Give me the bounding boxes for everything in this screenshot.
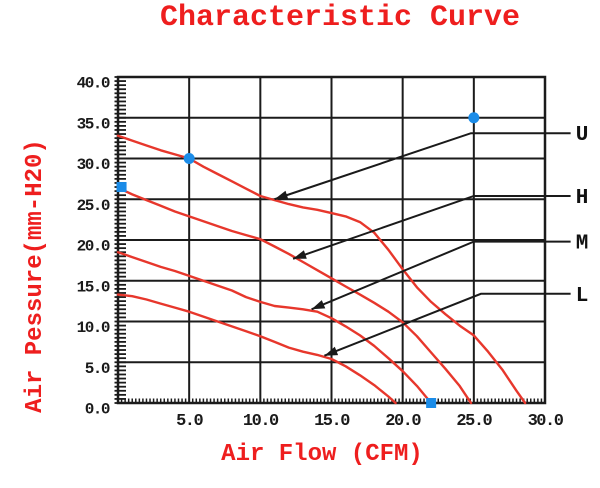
- x-tick-label: 30.0: [528, 412, 564, 431]
- curve-H: [116, 186, 473, 405]
- series-label-U: U: [576, 124, 589, 147]
- x-tick-label: 5.0: [176, 412, 203, 431]
- callout-arrow-icon-L: [324, 346, 339, 356]
- y-tick-label: 40.0: [77, 75, 110, 93]
- callout-line-H: [292, 194, 571, 260]
- marker-circle-icon: [468, 112, 480, 124]
- curve-L: [116, 293, 397, 405]
- x-tick-label: 15.0: [314, 412, 350, 431]
- callout-line-U: [274, 132, 571, 201]
- x-axis-title: Air Flow (CFM): [221, 441, 423, 468]
- callout-arrow-icon-H: [293, 250, 307, 259]
- callout-arrow-icon-M: [311, 300, 326, 310]
- callout-arrow-icon-U: [274, 190, 289, 200]
- y-tick-label: 35.0: [77, 115, 110, 133]
- y-tick-label: 20.0: [77, 238, 110, 256]
- series-label-M: M: [576, 233, 589, 256]
- series-label-H: H: [576, 187, 589, 210]
- x-tick-label: 10.0: [243, 412, 279, 431]
- marker-square-icon: [116, 182, 127, 193]
- x-tick-label: 25.0: [456, 412, 492, 431]
- callout-line-L: [324, 292, 571, 357]
- x-tick-label: 20.0: [385, 412, 421, 431]
- y-tick-label: 30.0: [77, 156, 110, 174]
- y-tick-label: 15.0: [77, 278, 110, 296]
- chart-title: Characteristic Curve: [159, 1, 521, 35]
- callout-line-M: [311, 240, 571, 311]
- y-tick-label: 10.0: [77, 319, 110, 337]
- marker-circle-icon: [183, 153, 195, 164]
- y-tick-label: 25.0: [77, 197, 110, 215]
- y-tick-label: 5.0: [85, 360, 110, 378]
- curve-M: [116, 251, 433, 405]
- series-label-L: L: [576, 285, 589, 308]
- marker-square-icon: [426, 398, 437, 408]
- y-tick-label: 0.0: [85, 401, 110, 419]
- plot-border: [116, 75, 547, 405]
